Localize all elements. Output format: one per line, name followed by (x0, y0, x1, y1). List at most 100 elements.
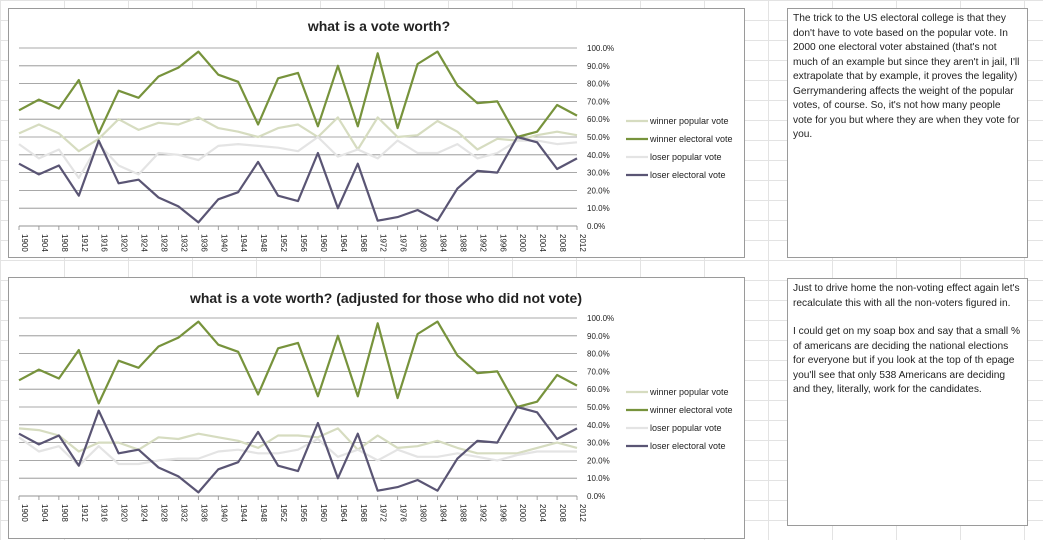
x-tick-label: 1996 (498, 504, 507, 522)
y-tick-label: 70.0% (587, 97, 610, 106)
note-paragraph: Just to drive home the non-voting effect… (793, 283, 1020, 309)
y-tick-label: 30.0% (587, 169, 610, 178)
x-tick-label: 1912 (80, 504, 89, 522)
y-tick-label: 0.0% (587, 492, 605, 501)
chart-canvas: what is a vote worth? 0.0% 10.0% 20.0% 30.0%… (18, 18, 733, 252)
note-paragraph: The trick to the US electoral college is… (793, 13, 1020, 140)
x-tick-label: 1952 (279, 234, 288, 252)
x-tick-label: 1940 (219, 504, 228, 522)
x-tick-label: 1924 (140, 234, 149, 252)
y-tick-label: 40.0% (587, 421, 610, 430)
x-tick-label: 1988 (458, 234, 467, 252)
x-tick-label: 1916 (100, 504, 109, 522)
x-tick-label: 2012 (578, 234, 587, 252)
x-tick-label: 2008 (558, 504, 567, 522)
x-tick-label: 1976 (399, 504, 408, 522)
x-tick-label: 1900 (20, 234, 29, 252)
x-tick-label: 1924 (140, 504, 149, 522)
x-tick-label: 1916 (100, 234, 109, 252)
x-tick-label: 1960 (319, 234, 328, 252)
x-tick-label: 1940 (219, 234, 228, 252)
y-tick-label: 90.0% (587, 332, 610, 341)
x-tick-label: 1980 (419, 504, 428, 522)
x-tick-label: 1968 (359, 234, 368, 252)
y-tick-label: 60.0% (587, 385, 610, 394)
chart-title: what is a vote worth? (307, 18, 450, 34)
legend-entry[interactable]: loser electoral vote (650, 441, 726, 451)
series-line-loser-popular-vote[interactable] (18, 436, 577, 467)
x-tick-label: 2000 (518, 504, 527, 522)
y-tick-label: 100.0% (587, 314, 614, 323)
series-line-winner-electoral-vote[interactable] (18, 50, 578, 139)
x-tick-label: 1920 (120, 234, 129, 252)
y-tick-label: 80.0% (587, 80, 610, 89)
x-tick-label: 1932 (179, 234, 188, 252)
x-tick-label: 1992 (478, 234, 487, 252)
y-tick-label: 100.0% (587, 44, 614, 53)
x-tick-label: 1968 (359, 504, 368, 522)
x-tick-label: 2012 (578, 504, 587, 522)
series-line-winner-electoral-vote[interactable] (18, 320, 578, 409)
chart-what-is-a-vote-worth[interactable]: what is a vote worth? 0.0% 10.0% 20.0% 30.0%… (8, 8, 745, 258)
legend-entry[interactable]: winner popular vote (649, 116, 729, 126)
legend-entry[interactable]: winner popular vote (649, 387, 729, 397)
x-tick-label: 1980 (419, 234, 428, 252)
y-tick-label: 30.0% (587, 439, 610, 448)
legend-entry[interactable]: loser electoral vote (650, 170, 726, 180)
legend-entry[interactable]: winner electoral vote (649, 405, 733, 415)
y-tick-label: 70.0% (587, 367, 610, 376)
chart-adjusted-for-non-voters[interactable]: what is a vote worth? (adjusted for thos… (8, 277, 745, 539)
x-tick-label: 1972 (379, 234, 388, 252)
x-tick-label: 1912 (80, 234, 89, 252)
x-tick-label: 1904 (40, 504, 49, 522)
y-tick-label: 80.0% (587, 350, 610, 359)
x-tick-label: 1956 (299, 504, 308, 522)
x-tick-label: 1944 (239, 234, 248, 252)
x-tick-label: 1928 (160, 504, 169, 522)
y-tick-label: 50.0% (587, 403, 610, 412)
x-tick-label: 1952 (279, 504, 288, 522)
legend-entry[interactable]: winner electoral vote (649, 134, 733, 144)
series-line-loser-electoral-vote[interactable] (18, 405, 578, 494)
x-tick-label: 1944 (239, 504, 248, 522)
x-tick-label: 1908 (60, 234, 69, 252)
x-tick-label: 1964 (339, 234, 348, 252)
chart-canvas: what is a vote worth? (adjusted for thos… (18, 290, 733, 522)
x-tick-label: 2004 (538, 504, 547, 522)
x-tick-label: 1984 (439, 234, 448, 252)
series-line-winner-popular-vote[interactable] (18, 116, 578, 153)
x-tick-label: 1972 (379, 504, 388, 522)
x-tick-label: 1936 (199, 234, 208, 252)
text-box-electoral-college-note[interactable]: The trick to the US electoral college is… (787, 8, 1028, 258)
series-line-loser-popular-vote[interactable] (18, 135, 578, 179)
y-tick-label: 10.0% (587, 204, 610, 213)
x-tick-label: 1988 (458, 504, 467, 522)
x-tick-label: 1936 (199, 504, 208, 522)
y-tick-label: 60.0% (587, 115, 610, 124)
y-tick-label: 20.0% (587, 456, 610, 465)
y-tick-label: 0.0% (587, 222, 605, 231)
x-tick-label: 1984 (439, 504, 448, 522)
x-tick-label: 1948 (259, 504, 268, 522)
series-line-winner-popular-vote[interactable] (18, 427, 578, 455)
y-tick-label: 20.0% (587, 186, 610, 195)
x-tick-label: 2004 (538, 234, 547, 252)
x-tick-label: 1964 (339, 504, 348, 522)
x-tick-label: 1928 (160, 234, 169, 252)
legend-entry[interactable]: loser popular vote (650, 152, 722, 162)
note-paragraph: I could get on my soap box and say that … (793, 326, 1021, 395)
x-tick-label: 1948 (259, 234, 268, 252)
series-line-loser-electoral-vote[interactable] (18, 135, 578, 224)
legend-entry[interactable]: loser popular vote (650, 423, 722, 433)
y-tick-label: 40.0% (587, 151, 610, 160)
x-tick-label: 1960 (319, 504, 328, 522)
chart-title: what is a vote worth? (adjusted for thos… (189, 290, 582, 306)
x-tick-label: 1932 (179, 504, 188, 522)
x-tick-label: 2008 (558, 234, 567, 252)
x-tick-label: 1900 (20, 504, 29, 522)
text-box-non-voting-note[interactable]: Just to drive home the non-voting effect… (787, 278, 1028, 526)
x-tick-label: 1976 (399, 234, 408, 252)
y-tick-label: 10.0% (587, 474, 610, 483)
x-tick-label: 1996 (498, 234, 507, 252)
x-tick-label: 1904 (40, 234, 49, 252)
